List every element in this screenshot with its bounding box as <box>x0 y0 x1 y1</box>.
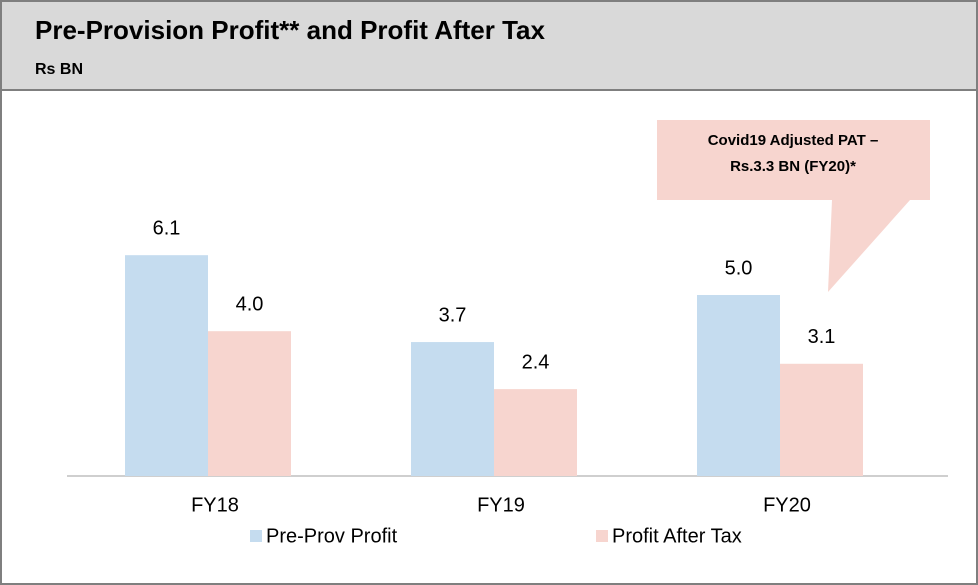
x-tick-label: FY18 <box>191 494 239 516</box>
bar <box>125 255 208 476</box>
header <box>0 0 978 91</box>
legend-swatch <box>596 530 608 542</box>
data-label: 4.0 <box>236 293 264 315</box>
bar <box>411 342 494 476</box>
data-label: 3.1 <box>808 326 836 348</box>
bar <box>494 389 577 476</box>
callout-box <box>657 120 930 292</box>
callout: Covid19 Adjusted PAT – Rs.3.3 BN (FY20)* <box>657 120 930 292</box>
chart-subtitle: Rs BN <box>35 61 83 78</box>
data-label: 5.0 <box>725 257 753 279</box>
legend-label: Profit After Tax <box>612 525 742 547</box>
legend-label: Pre-Prov Profit <box>266 525 398 547</box>
x-tick-label: FY20 <box>763 494 811 516</box>
data-label: 6.1 <box>153 217 181 239</box>
annotation: Covid19 Adjusted PAT – <box>708 132 879 149</box>
bar <box>780 363 863 476</box>
data-label: 2.4 <box>522 351 550 373</box>
annotation: Rs.3.3 BN (FY20)* <box>730 158 856 175</box>
chart-title: Pre-Provision Profit** and Profit After … <box>35 15 546 45</box>
bar <box>697 295 780 476</box>
x-tick-label: FY19 <box>477 494 525 516</box>
data-label: 3.7 <box>439 304 467 326</box>
legend-swatch <box>250 530 262 542</box>
bar <box>208 331 291 476</box>
